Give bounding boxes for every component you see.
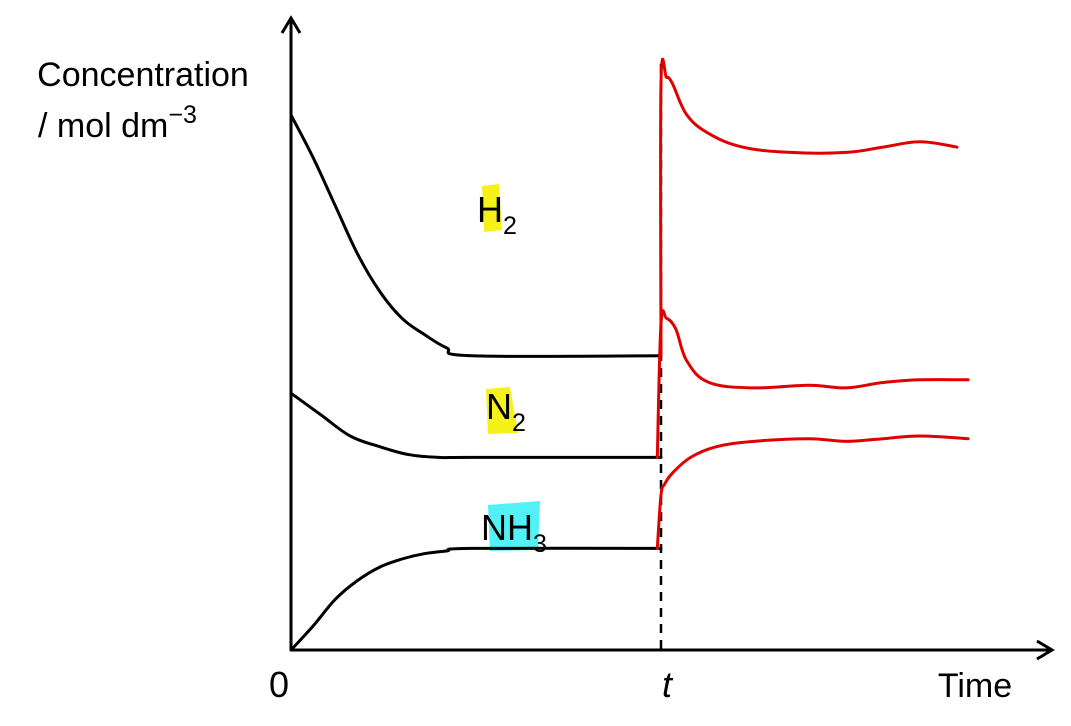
n2-curve-label: N2: [486, 386, 526, 437]
n2-curve-after-t: [655, 309, 970, 459]
nh3-curve-after-t: [655, 434, 970, 550]
nh3-label-highlight: [488, 501, 540, 551]
h2-curve-after-t: [659, 57, 959, 358]
x-axis-label: Time: [938, 667, 1012, 705]
h2-curve-label: H2: [477, 189, 517, 240]
h2-label-highlight: [482, 184, 502, 232]
n2-label-subscript: 2: [512, 409, 526, 437]
nh3-label-subscript: 3: [533, 530, 547, 558]
nh3-curve-label: NH3: [481, 507, 547, 558]
nh3-label-main: NH: [481, 507, 533, 548]
n2-label-highlight: [486, 387, 518, 434]
series-curves: [289, 57, 970, 652]
y-axis-units-text: / mol dm: [38, 107, 168, 145]
h2-label-subscript: 2: [503, 212, 517, 240]
x-tick-label-zero: 0: [269, 664, 289, 705]
y-axis-arrowhead: [280, 15, 302, 34]
x-tick-label-t: t: [662, 664, 674, 705]
h2-label-main: H: [477, 189, 503, 230]
n2-label-main: N: [486, 386, 512, 427]
y-axis-units-exponent: −3: [168, 101, 197, 129]
label-highlights: [482, 184, 540, 551]
nh3-curve-before-t: [289, 546, 663, 652]
h2-curve-before-t: [289, 113, 663, 358]
n2-curve-before-t: [289, 391, 663, 460]
y-axis-units-label: / mol dm−3: [38, 101, 197, 145]
axes: [280, 15, 1055, 661]
y-axis-label: Concentration: [37, 56, 249, 94]
x-axis-arrowhead: [1036, 639, 1055, 661]
